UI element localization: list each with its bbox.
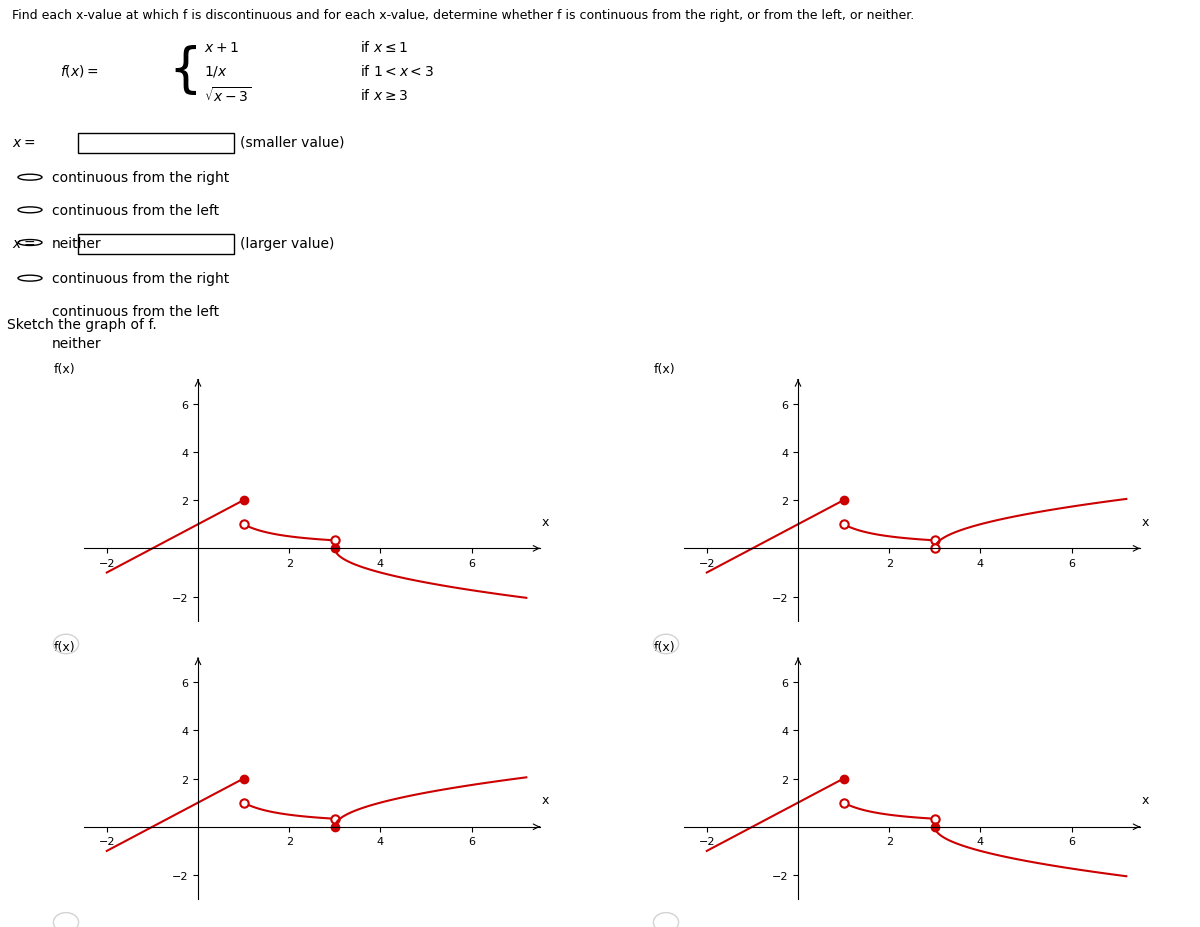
FancyBboxPatch shape: [78, 133, 234, 154]
Text: $1/x$: $1/x$: [204, 64, 228, 79]
Y-axis label: f(x): f(x): [653, 641, 674, 654]
Text: {: {: [168, 45, 202, 97]
Text: if $x \geq 3$: if $x \geq 3$: [360, 87, 408, 102]
Text: $\sqrt{x - 3}$: $\sqrt{x - 3}$: [204, 85, 251, 105]
X-axis label: x: x: [541, 515, 550, 528]
X-axis label: x: x: [1141, 794, 1150, 806]
Text: Find each x-value at which f is discontinuous and for each x-value, determine wh: Find each x-value at which f is disconti…: [12, 9, 914, 22]
Text: $x =$: $x =$: [12, 236, 35, 250]
Text: $x =$: $x =$: [12, 135, 35, 149]
Text: continuous from the left: continuous from the left: [52, 304, 218, 319]
Y-axis label: f(x): f(x): [53, 641, 74, 654]
Text: neither: neither: [52, 236, 101, 250]
Text: $f(x) =$: $f(x) =$: [60, 63, 98, 79]
Text: if $1 < x < 3$: if $1 < x < 3$: [360, 64, 434, 79]
Text: continuous from the right: continuous from the right: [52, 171, 229, 185]
FancyBboxPatch shape: [78, 235, 234, 255]
X-axis label: x: x: [1141, 515, 1150, 528]
X-axis label: x: x: [541, 794, 550, 806]
Text: (larger value): (larger value): [240, 236, 335, 250]
Text: if $x \leq 1$: if $x \leq 1$: [360, 40, 408, 55]
Text: neither: neither: [52, 337, 101, 351]
Text: continuous from the left: continuous from the left: [52, 204, 218, 218]
Text: Sketch the graph of f.: Sketch the graph of f.: [7, 317, 157, 332]
Y-axis label: f(x): f(x): [653, 362, 674, 375]
Text: continuous from the right: continuous from the right: [52, 272, 229, 286]
Text: $x + 1$: $x + 1$: [204, 41, 239, 55]
Text: (smaller value): (smaller value): [240, 135, 344, 149]
Y-axis label: f(x): f(x): [53, 362, 74, 375]
